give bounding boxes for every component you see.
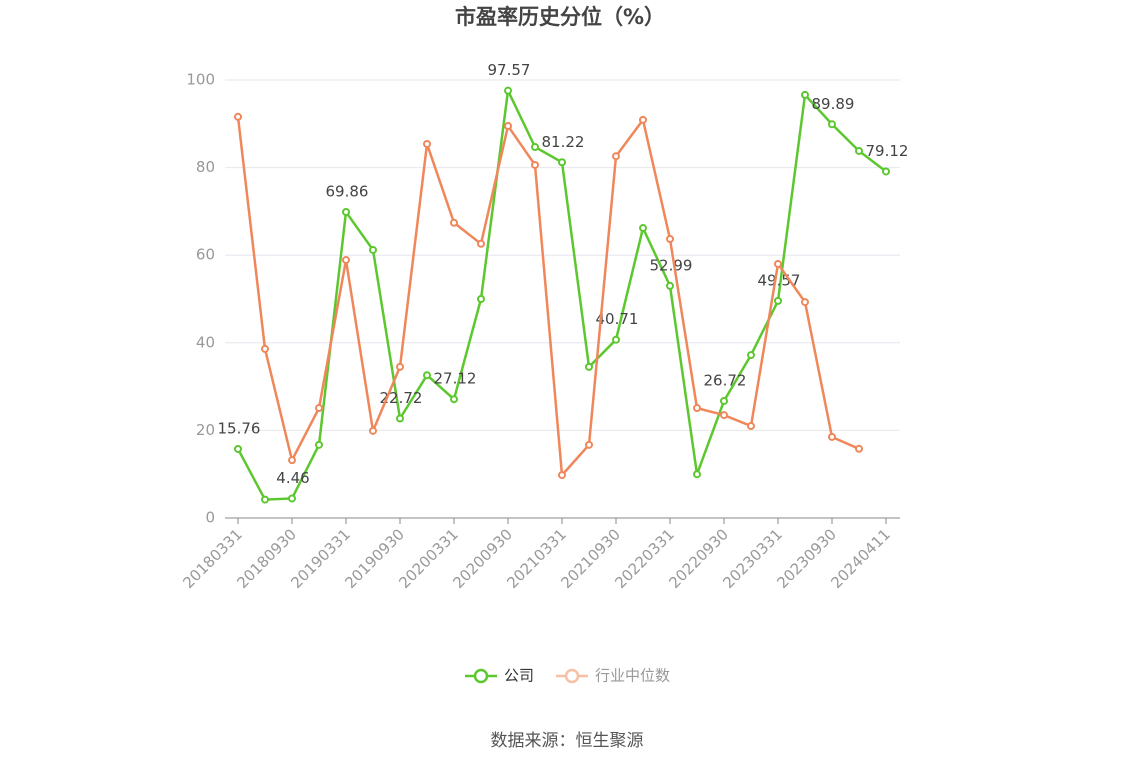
chart-title: 市盈率历史分位（%）: [455, 5, 665, 29]
point: [342, 208, 350, 217]
point: [747, 422, 755, 431]
point: [612, 152, 620, 161]
legend-marker: [564, 668, 580, 684]
point: [828, 120, 836, 129]
point: [423, 139, 431, 148]
point: [477, 239, 485, 248]
point: [234, 112, 242, 121]
point: [504, 86, 512, 95]
y-tick-label: 40: [196, 333, 215, 351]
data-label: 79.12: [866, 142, 909, 160]
data-label: 97.57: [488, 61, 531, 79]
data-label: 4.46: [276, 469, 309, 487]
point: [288, 494, 296, 503]
y-tick-label: 80: [196, 158, 215, 176]
point: [801, 90, 809, 99]
series-line: [236, 116, 860, 479]
point: [612, 335, 620, 344]
point: [396, 414, 404, 423]
point: [855, 444, 863, 453]
y-tick-label: 20: [196, 421, 215, 439]
point: [801, 298, 809, 307]
point: [261, 344, 269, 353]
point: [855, 146, 863, 155]
point: [720, 411, 728, 420]
point: [315, 440, 323, 449]
point: [639, 224, 647, 233]
y-tick-label: 60: [196, 246, 215, 264]
point: [288, 456, 296, 465]
point: [234, 444, 242, 453]
point: [639, 115, 647, 124]
point: [774, 296, 782, 305]
data-label: 22.72: [380, 389, 423, 407]
point: [531, 160, 539, 169]
y-tick-label: 100: [186, 71, 215, 89]
point: [423, 371, 431, 380]
point: [477, 295, 485, 303]
point: [693, 404, 701, 413]
point: [369, 245, 377, 254]
legend-label: 公司: [504, 667, 534, 685]
point: [828, 432, 836, 441]
point: [747, 351, 755, 360]
point: [315, 404, 323, 413]
point: [666, 281, 674, 290]
point: [720, 396, 728, 405]
data-label: 69.86: [326, 183, 369, 201]
point: [558, 158, 566, 167]
point: [585, 440, 593, 449]
point: [666, 234, 674, 243]
point: [369, 426, 377, 435]
data-label: 89.89: [812, 95, 855, 113]
point: [504, 121, 512, 130]
data-label: 15.76: [218, 419, 261, 437]
point: [450, 395, 458, 404]
data-label: 49.57: [758, 271, 801, 289]
point: [882, 167, 890, 176]
data-label: 26.72: [704, 371, 747, 389]
source: 数据来源：恒生聚源: [491, 731, 644, 751]
point: [342, 256, 350, 265]
y-tick-label: 0: [205, 509, 215, 527]
point: [531, 143, 539, 152]
x-tick-label: 20240411: [827, 525, 894, 592]
legend-label: 行业中位数: [595, 667, 670, 685]
point: [558, 471, 566, 480]
data-label: 40.71: [596, 310, 639, 328]
legend-marker: [473, 668, 489, 684]
data-label: 27.12: [434, 370, 477, 388]
point: [585, 362, 593, 371]
point: [261, 495, 269, 504]
point: [396, 362, 404, 371]
point: [693, 470, 701, 479]
point: [774, 259, 782, 268]
series-line: [236, 86, 887, 501]
point: [450, 218, 458, 227]
data-label: 81.22: [542, 133, 585, 151]
data-label: 52.99: [650, 256, 693, 274]
